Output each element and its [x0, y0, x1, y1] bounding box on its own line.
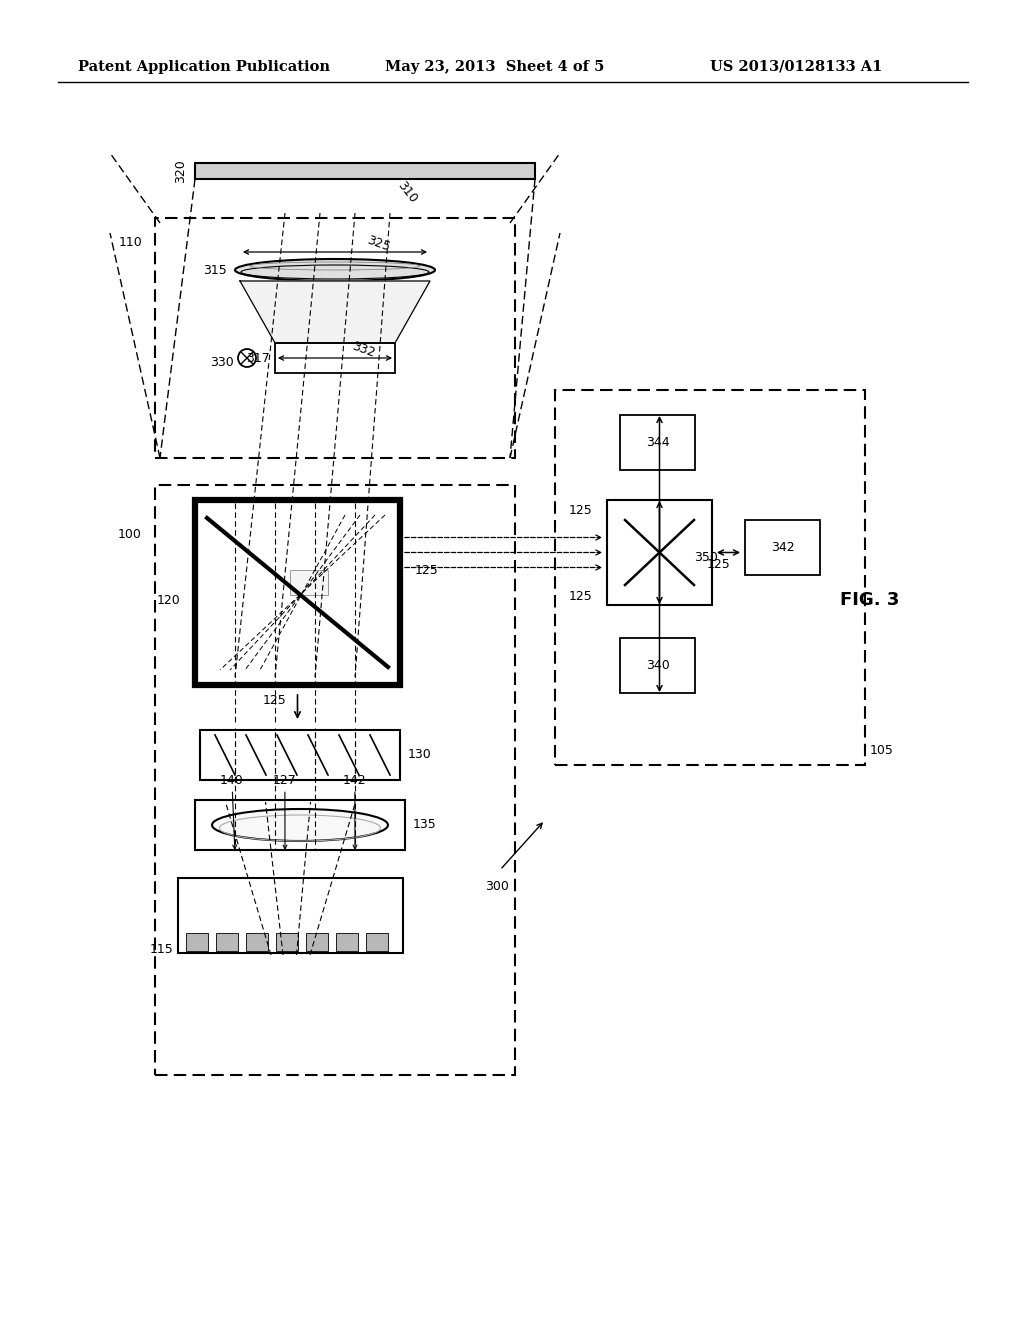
Ellipse shape	[234, 259, 435, 281]
Bar	[290, 570, 328, 595]
Bar	[745, 520, 820, 576]
Text: 125: 125	[262, 693, 287, 706]
Bar	[246, 933, 268, 950]
Text: 110: 110	[118, 236, 142, 249]
Text: FIG. 3: FIG. 3	[840, 591, 899, 609]
Text: 127: 127	[273, 774, 297, 849]
Bar	[620, 638, 695, 693]
Bar	[306, 933, 328, 950]
Text: 320: 320	[174, 160, 187, 183]
Text: 125: 125	[707, 558, 730, 572]
Text: May 23, 2013  Sheet 4 of 5: May 23, 2013 Sheet 4 of 5	[385, 59, 604, 74]
Text: 125: 125	[415, 564, 438, 577]
Bar	[195, 500, 400, 685]
Text: 340: 340	[645, 659, 670, 672]
Text: 310: 310	[395, 178, 420, 206]
Text: 135: 135	[413, 818, 437, 832]
Text: 350: 350	[694, 550, 719, 564]
Text: 342: 342	[771, 541, 795, 554]
Bar	[607, 500, 712, 605]
Text: 325: 325	[365, 234, 392, 255]
Bar	[216, 933, 238, 950]
Text: 140: 140	[220, 774, 244, 849]
Bar	[276, 933, 298, 950]
Text: 130: 130	[408, 748, 432, 762]
Ellipse shape	[212, 809, 388, 841]
Text: 115: 115	[150, 942, 173, 956]
Bar	[195, 800, 406, 850]
Polygon shape	[240, 281, 430, 343]
Text: 125: 125	[568, 503, 592, 516]
Bar	[336, 933, 358, 950]
Text: 100: 100	[118, 528, 142, 541]
Text: 330: 330	[210, 356, 234, 370]
Bar	[186, 933, 208, 950]
Bar	[275, 343, 395, 374]
Text: Patent Application Publication: Patent Application Publication	[78, 59, 330, 74]
Text: 315: 315	[203, 264, 227, 276]
Text: 317: 317	[246, 351, 270, 364]
Text: 300: 300	[485, 880, 509, 894]
Bar	[195, 162, 535, 180]
Text: 142: 142	[343, 774, 367, 849]
Text: 105: 105	[870, 743, 894, 756]
Bar	[200, 730, 400, 780]
Text: 344: 344	[646, 436, 670, 449]
Bar	[366, 933, 388, 950]
Bar	[620, 414, 695, 470]
Text: US 2013/0128133 A1: US 2013/0128133 A1	[710, 59, 883, 74]
Bar	[178, 878, 403, 953]
Text: 332: 332	[350, 339, 377, 360]
Text: 120: 120	[157, 594, 180, 606]
Text: 125: 125	[568, 590, 592, 603]
